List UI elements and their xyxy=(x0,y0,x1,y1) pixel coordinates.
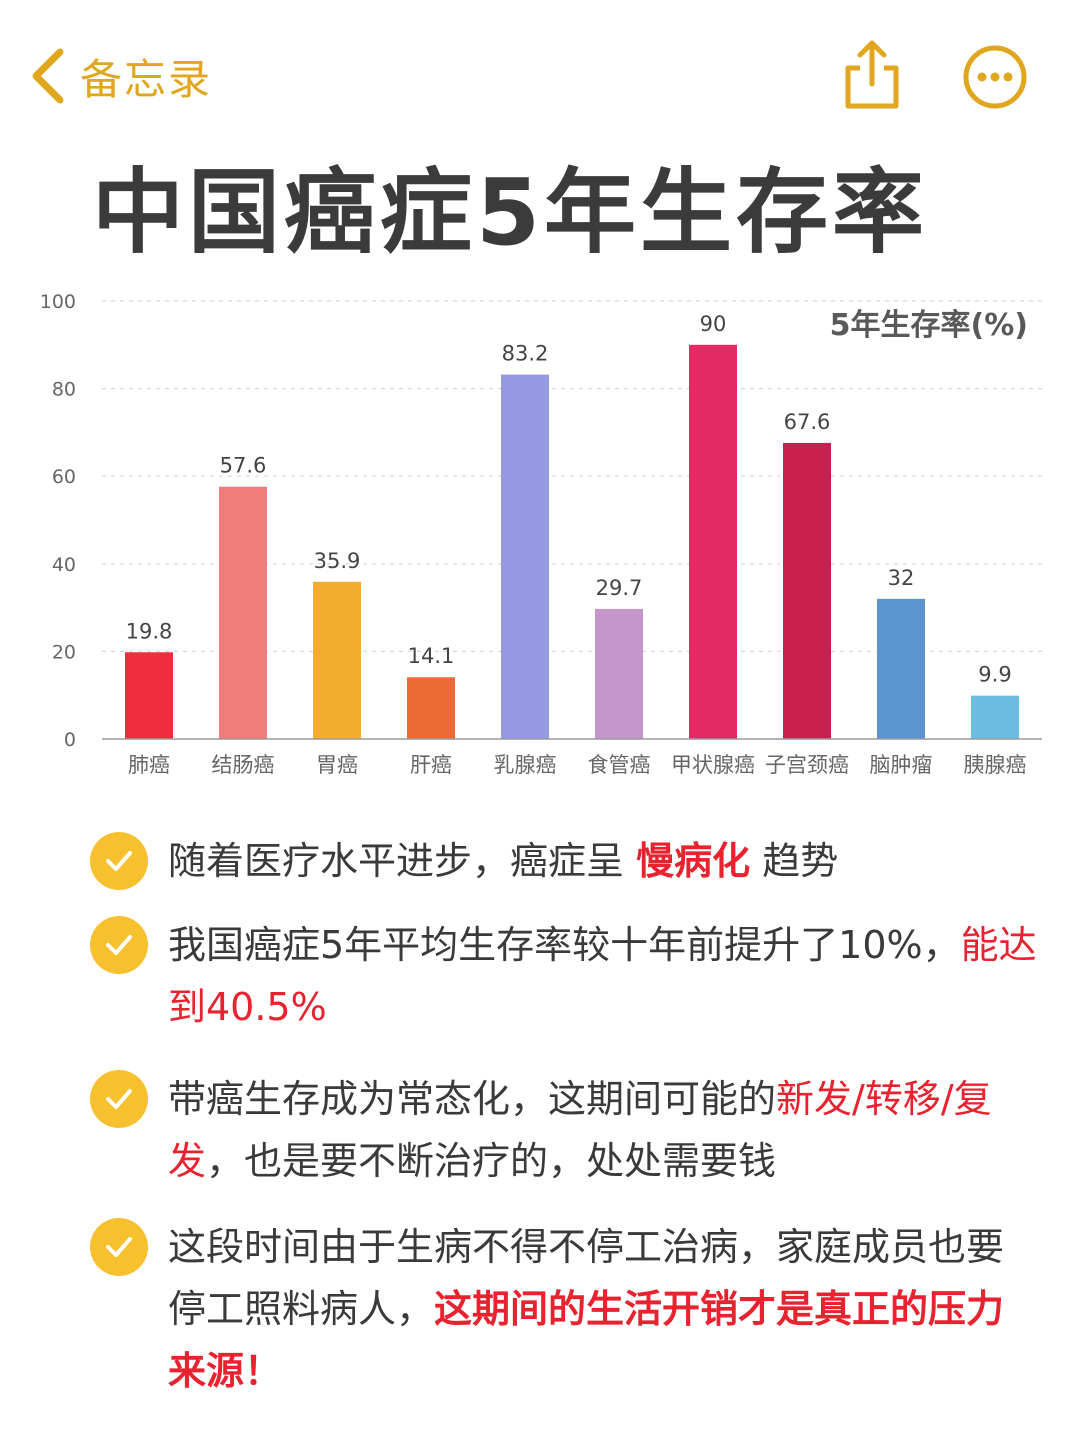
bar-7 xyxy=(689,344,737,739)
text-segment: 随着医疗水平进步，癌症呈 xyxy=(168,839,637,883)
bar-2 xyxy=(219,486,267,739)
bullet-text: 我国癌症5年平均生存率较十年前提升了10%，能达到40.5% xyxy=(168,914,1040,1038)
back-button[interactable]: 备忘录 xyxy=(30,44,212,108)
bullet-item: 随着医疗水平进步，癌症呈 慢病化 趋势 xyxy=(90,830,1040,892)
x-tick-label: 肝癌 xyxy=(410,753,452,777)
data-label: 9.9 xyxy=(978,663,1011,687)
x-tick-label: 乳腺癌 xyxy=(494,753,557,777)
bar-6 xyxy=(595,608,643,739)
bar-chart: 0 20 40 60 80 100 19.8 肺癌 57.6 结肠癌 35.9 胃癌 14.1 肝癌 83.… xyxy=(40,291,1042,777)
bar-8 xyxy=(783,442,831,739)
x-tick-label: 胰腺癌 xyxy=(964,753,1027,777)
bar-9 xyxy=(877,598,925,739)
highlight-text: 能达到40.5% xyxy=(168,923,1037,1029)
data-label: 90 xyxy=(700,312,727,336)
data-label: 67.6 xyxy=(784,410,831,434)
bar-10 xyxy=(971,695,1019,739)
x-tick-label: 子宫颈癌 xyxy=(765,753,849,777)
x-tick-label: 肺癌 xyxy=(128,753,170,777)
y-tick-label: 60 xyxy=(52,466,76,488)
page-title: 中国癌症5年生存率 xyxy=(92,159,929,266)
chevron-left-icon xyxy=(32,48,64,104)
data-label: 14.1 xyxy=(408,644,455,668)
share-button[interactable] xyxy=(840,38,904,110)
data-label: 35.9 xyxy=(314,549,361,573)
text-segment: 带癌生存成为常态化，这期间可能的 xyxy=(168,1077,777,1121)
chart-legend-label: 5年生存率(%) xyxy=(829,308,1028,343)
bullet-item: 我国癌症5年平均生存率较十年前提升了10%，能达到40.5% xyxy=(90,914,1040,1038)
data-label: 29.7 xyxy=(596,576,643,600)
x-tick-label: 脑肿瘤 xyxy=(870,753,933,777)
share-icon xyxy=(845,40,899,109)
bullet-item: 带癌生存成为常态化，这期间可能的新发/转移/复发，也是要不断治疗的，处处需要钱 xyxy=(90,1068,1040,1192)
highlight-text: 这期间的生活开销才是真正的压力来源！ xyxy=(168,1287,1005,1393)
text-segment: 我国癌症5年平均生存率较十年前提升了10%， xyxy=(168,923,961,967)
y-tick-label: 100 xyxy=(40,291,76,313)
data-label: 57.6 xyxy=(220,454,267,478)
bar-1 xyxy=(125,652,173,739)
more-icon xyxy=(963,45,1027,109)
bullet-text: 带癌生存成为常态化，这期间可能的新发/转移/复发，也是要不断治疗的，处处需要钱 xyxy=(168,1068,1040,1192)
y-tick-label: 40 xyxy=(52,554,76,576)
data-label: 32 xyxy=(888,566,915,590)
text-segment: 这段时间由于生病不得不停工治病，家庭成员也要停工照料病人， xyxy=(168,1225,1005,1331)
x-tick-label: 甲状腺癌 xyxy=(671,753,755,777)
top-nav-bar: 备忘录 xyxy=(0,0,1080,150)
y-tick-label: 80 xyxy=(52,379,76,401)
check-icon xyxy=(90,832,148,890)
highlight-text: 新发/转移/复发 xyxy=(168,1077,992,1183)
bullet-item: 这段时间由于生病不得不停工治病，家庭成员也要停工照料病人，这期间的生活开销才是真… xyxy=(90,1216,1040,1402)
more-button[interactable] xyxy=(962,44,1028,110)
check-icon xyxy=(90,1070,148,1128)
bar-5 xyxy=(501,374,549,739)
x-tick-label: 结肠癌 xyxy=(212,753,275,777)
data-label: 83.2 xyxy=(502,342,549,366)
check-icon xyxy=(90,916,148,974)
back-label: 备忘录 xyxy=(80,54,213,104)
x-tick-label: 食管癌 xyxy=(588,753,651,777)
bullet-text: 这段时间由于生病不得不停工治病，家庭成员也要停工照料病人，这期间的生活开销才是真… xyxy=(168,1216,1040,1402)
check-icon xyxy=(90,1218,148,1276)
y-tick-label: 0 xyxy=(64,729,76,751)
text-segment: 趋势 xyxy=(750,839,839,883)
bar-4 xyxy=(407,677,455,739)
text-segment: ，也是要不断治疗的，处处需要钱 xyxy=(206,1139,777,1183)
data-label: 19.8 xyxy=(126,619,173,643)
bullet-points: 随着医疗水平进步，癌症呈 慢病化 趋势我国癌症5年平均生存率较十年前提升了10%… xyxy=(90,830,1040,1402)
x-tick-label: 胃癌 xyxy=(316,753,358,777)
bar-3 xyxy=(313,581,361,739)
highlight-text: 慢病化 xyxy=(636,839,751,883)
y-tick-label: 20 xyxy=(52,641,76,663)
bullet-text: 随着医疗水平进步，癌症呈 慢病化 趋势 xyxy=(168,830,1040,892)
